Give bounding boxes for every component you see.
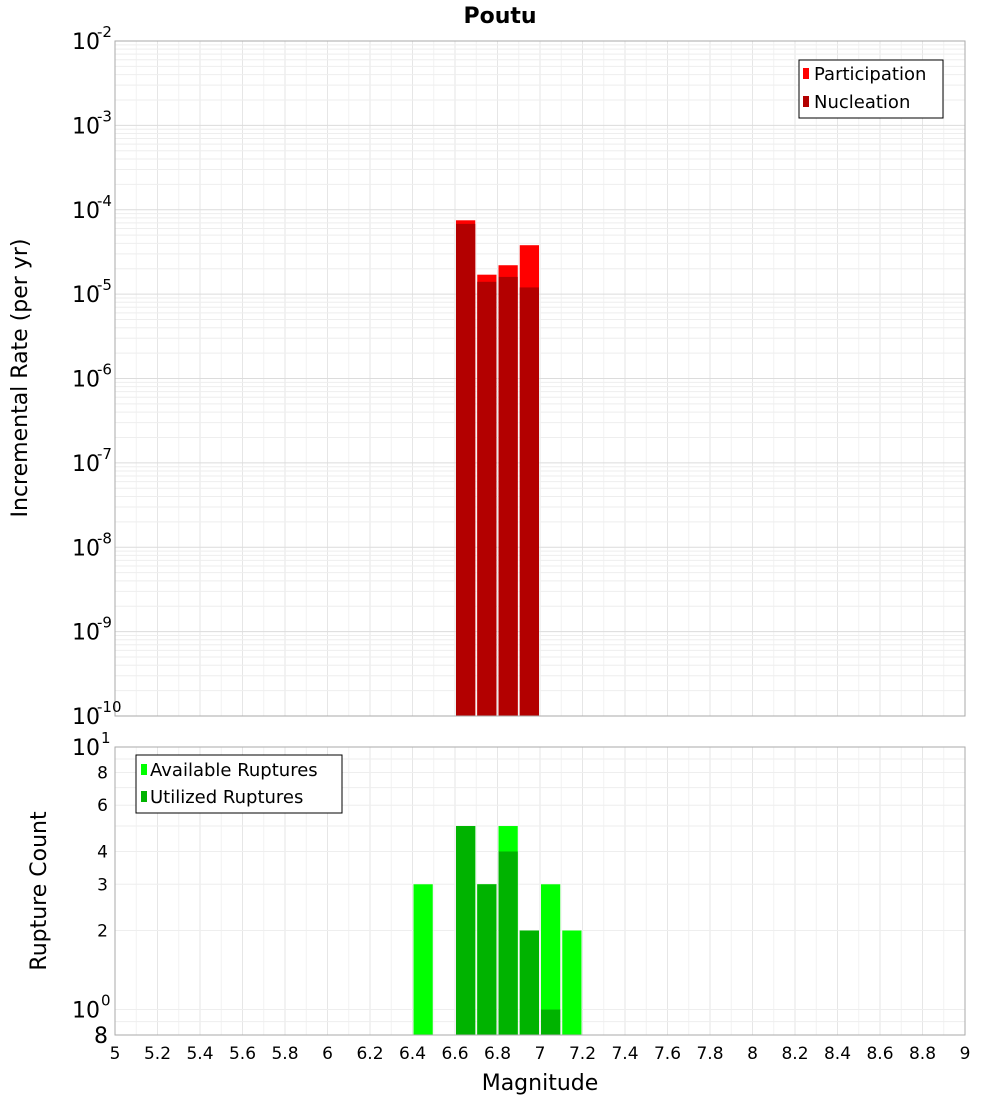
svg-text:-2: -2 (97, 23, 112, 41)
y-tick-label: 10 1 (72, 729, 111, 761)
legend-swatch-participation (803, 68, 809, 79)
x-tick-label: 6.8 (484, 1044, 511, 1064)
svg-text:10: 10 (72, 283, 100, 308)
svg-text:10: 10 (72, 199, 100, 224)
svg-text:-6: -6 (97, 361, 112, 379)
y-tick-label: 10 0 (72, 992, 111, 1024)
svg-text:-9: -9 (97, 614, 112, 632)
legend-swatch-available-ruptures (141, 764, 147, 775)
y-tick-label: 10-9 (72, 614, 112, 646)
bar-nucleation (519, 287, 539, 716)
bottom-y-axis-label: Rupture Count (27, 811, 52, 971)
y-tick-label: 10-3 (72, 107, 112, 139)
x-axis-label: Magnitude (482, 1071, 599, 1096)
y-tick-label: 10-8 (72, 529, 112, 561)
x-tick-label: 6 (322, 1044, 333, 1064)
legend-label-utilized-ruptures: Utilized Ruptures (150, 787, 303, 808)
svg-text:1: 1 (101, 729, 111, 747)
svg-text:10: 10 (72, 536, 100, 561)
y-tick-label: 10-2 (72, 23, 112, 55)
y-tick-label: 4 (97, 842, 108, 862)
y-tick-label: 8 (94, 1024, 108, 1049)
svg-text:-7: -7 (97, 445, 112, 463)
x-tick-label: 6.4 (399, 1044, 426, 1064)
svg-text:10: 10 (72, 114, 100, 139)
svg-text:-5: -5 (97, 276, 112, 294)
svg-text:10: 10 (72, 705, 100, 730)
x-tick-label: 5.6 (229, 1044, 256, 1064)
top-plot-bars (456, 220, 539, 717)
svg-text:-8: -8 (97, 529, 112, 547)
bar-utilized-ruptures (519, 930, 539, 1035)
y-tick-label: 6 (97, 796, 108, 816)
bar-utilized-ruptures (456, 826, 476, 1035)
svg-text:10: 10 (72, 621, 100, 646)
x-tick-label: 7 (535, 1044, 546, 1064)
bar-utilized-ruptures (498, 851, 518, 1035)
svg-text:10: 10 (72, 452, 100, 477)
x-tick-label: 7.8 (696, 1044, 723, 1064)
bar-nucleation (456, 223, 476, 716)
svg-text:10: 10 (72, 368, 100, 393)
bar-available-ruptures (413, 884, 433, 1035)
bar-utilized-ruptures (541, 1009, 561, 1035)
legend-label-available-ruptures: Available Ruptures (150, 760, 318, 781)
y-tick-label: 10-4 (72, 192, 112, 224)
x-tick-label: 5.2 (144, 1044, 171, 1064)
x-tick-label: 6.6 (441, 1044, 468, 1064)
bar-available-ruptures (541, 884, 561, 1035)
svg-text:-3: -3 (97, 107, 112, 125)
x-tick-label: 8.4 (824, 1044, 851, 1064)
bottom-plot-frame (114, 746, 966, 1036)
y-tick-label: 10-10 (72, 698, 122, 730)
chart-title: Poutu (463, 4, 536, 29)
svg-text:10: 10 (72, 736, 100, 761)
y-tick-label: 10-5 (72, 276, 112, 308)
legend-label-nucleation: Nucleation (814, 92, 910, 113)
x-tick-label: 8.8 (909, 1044, 936, 1064)
top-plot-frame (114, 40, 966, 717)
top-legend: Participation Nucleation (798, 59, 944, 119)
top-legend-box (798, 59, 944, 119)
y-tick-label: 3 (97, 875, 108, 895)
svg-text:0: 0 (101, 992, 111, 1010)
y-tick-label: 8 (97, 763, 108, 783)
bottom-legend: Available Ruptures Utilized Ruptures (135, 754, 343, 814)
y-tick-label: 10-7 (72, 445, 112, 477)
bottom-legend-box (135, 754, 343, 814)
bar-nucleation (498, 276, 518, 716)
top-plot-grid (114, 41, 966, 717)
legend-label-participation: Participation (814, 64, 926, 85)
svg-text:10: 10 (72, 30, 100, 55)
bar-available-ruptures (562, 930, 582, 1035)
x-tick-label: 7.2 (569, 1044, 596, 1064)
bar-nucleation (477, 281, 497, 716)
bottom-plot-bars (413, 826, 582, 1035)
x-axis-ticks: 5 5.2 5.4 5.6 5.8 6 6.2 6.4 6.6 6.8 7 7.2 7.4 7.6 7.8 8… (110, 1044, 971, 1064)
x-tick-label: 6.2 (356, 1044, 383, 1064)
bar-utilized-ruptures (477, 884, 497, 1035)
y-tick-label: 10-6 (72, 361, 112, 393)
x-tick-label: 5 (110, 1044, 121, 1064)
svg-text:-10: -10 (97, 698, 122, 716)
legend-swatch-nucleation (803, 96, 809, 107)
x-tick-label: 9 (960, 1044, 971, 1064)
svg-text:10: 10 (72, 999, 100, 1024)
x-tick-label: 8 (747, 1044, 758, 1064)
legend-swatch-utilized-ruptures (141, 791, 147, 802)
x-tick-label: 7.6 (654, 1044, 681, 1064)
svg-text:-4: -4 (97, 192, 112, 210)
y-tick-label: 2 (97, 922, 108, 942)
x-tick-label: 8.6 (866, 1044, 893, 1064)
top-y-axis-label: Incremental Rate (per yr) (8, 239, 33, 518)
x-tick-label: 7.4 (611, 1044, 638, 1064)
x-tick-label: 8.2 (781, 1044, 808, 1064)
x-tick-label: 5.4 (186, 1044, 213, 1064)
x-tick-label: 5.8 (271, 1044, 298, 1064)
